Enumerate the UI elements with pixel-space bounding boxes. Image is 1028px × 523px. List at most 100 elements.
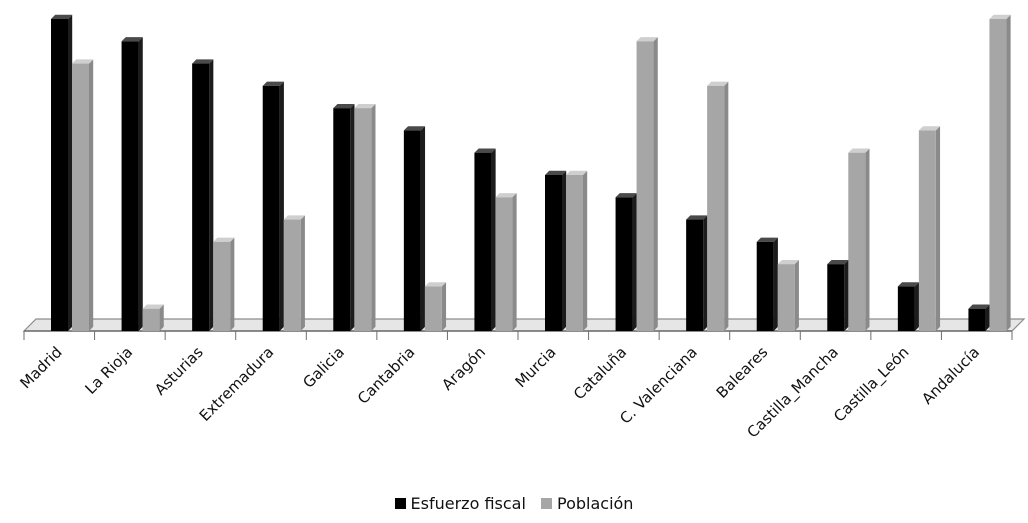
- bar-side: [512, 193, 517, 331]
- bar-esfuerzo-fiscal-c-valenciana: [686, 215, 708, 331]
- bar-top: [354, 103, 376, 109]
- bar-top: [192, 59, 214, 64]
- bar-front: [897, 286, 915, 331]
- chart-legend: Esfuerzo fiscal Población: [0, 494, 1028, 513]
- bar-side: [300, 215, 305, 331]
- bar-poblacion-c-valenciana: [707, 81, 729, 332]
- bar-side: [159, 304, 164, 331]
- bar-top: [897, 282, 920, 287]
- bar-front: [777, 264, 795, 331]
- bar-side: [230, 237, 235, 331]
- bar-front: [142, 308, 160, 331]
- bar-front: [262, 85, 280, 331]
- bar-side: [68, 14, 73, 332]
- bar-front: [848, 152, 866, 331]
- bar-poblacion-baleares: [777, 259, 799, 331]
- bar-top: [918, 126, 941, 131]
- bar-top: [968, 304, 990, 309]
- bar-front: [989, 19, 1007, 331]
- bar-side: [632, 193, 637, 331]
- bar-top: [848, 148, 870, 153]
- bar-top: [213, 237, 235, 242]
- bar-side: [865, 148, 870, 331]
- bar-esfuerzo-fiscal-aragon: [474, 148, 496, 331]
- bar-poblacion-aragon: [495, 193, 517, 331]
- x-tick-label-galicia: Galicia: [299, 343, 348, 392]
- bar-side: [794, 259, 799, 331]
- bar-side: [441, 282, 447, 331]
- bar-poblacion-la-rioja: [142, 304, 164, 331]
- bar-top: [51, 14, 73, 19]
- bar-top: [707, 81, 729, 86]
- bar-side: [562, 170, 567, 331]
- bar-side: [914, 282, 920, 331]
- bar-side: [703, 215, 708, 331]
- bar-top: [403, 126, 426, 131]
- bar-top: [495, 193, 517, 198]
- x-tick-label-baleares: Baleares: [713, 343, 772, 402]
- legend-label-poblacion: Población: [557, 494, 634, 513]
- bar-esfuerzo-fiscal-asturias: [192, 59, 214, 331]
- bar-top: [615, 193, 637, 198]
- bar-front: [615, 197, 633, 331]
- bar-top: [989, 14, 1011, 19]
- bar-side: [1006, 14, 1011, 332]
- bar-front: [424, 286, 442, 331]
- x-tick-label-castilla-leon: Castilla_León: [830, 343, 913, 426]
- x-tick-label-aragon: Aragón: [438, 343, 489, 394]
- bar-side: [724, 81, 729, 332]
- bar-poblacion-extremadura: [283, 215, 305, 331]
- bar-poblacion-madrid: [72, 59, 94, 331]
- bar-esfuerzo-fiscal-murcia: [545, 170, 567, 331]
- bar-front: [121, 41, 139, 332]
- bar-poblacion-andalucia: [989, 14, 1011, 332]
- bar-side: [583, 170, 588, 331]
- bar-front: [707, 85, 725, 331]
- bar-top: [756, 237, 778, 242]
- bar-top: [121, 37, 143, 42]
- legend-swatch-poblacion: [541, 498, 552, 509]
- bar-poblacion-asturias: [213, 237, 235, 331]
- bar-top: [636, 37, 658, 42]
- bar-esfuerzo-fiscal-castilla-leon: [897, 282, 920, 331]
- bar-front: [213, 241, 231, 331]
- bar-esfuerzo-fiscal-castilla-mancha: [827, 259, 849, 331]
- bar-front: [566, 175, 583, 331]
- bar-side: [935, 126, 941, 331]
- x-tick-label-extremadura: Extremadura: [196, 343, 278, 425]
- bar-top: [333, 103, 355, 109]
- bar-front: [495, 197, 513, 331]
- bar-front: [333, 108, 351, 332]
- bar-side: [985, 304, 990, 331]
- bar-side: [138, 37, 143, 331]
- bar-side: [350, 103, 355, 331]
- x-tick-label-cataluna: Cataluña: [570, 343, 630, 403]
- x-tick-label-andalucia: Andalucía: [918, 343, 983, 408]
- bar-front: [827, 264, 845, 331]
- legend-label-esfuerzo-fiscal: Esfuerzo fiscal: [410, 494, 526, 513]
- bar-front: [354, 108, 372, 332]
- bar-front: [192, 63, 210, 331]
- bar-esfuerzo-fiscal-baleares: [756, 237, 778, 331]
- bar-side: [209, 59, 214, 331]
- bar-front: [51, 19, 68, 331]
- bar-front: [474, 152, 492, 331]
- x-tick-label-murcia: Murcia: [512, 343, 560, 391]
- x-tick-label-madrid: Madrid: [16, 343, 65, 392]
- bar-poblacion-castilla-mancha: [848, 148, 870, 331]
- bar-poblacion-cataluna: [636, 37, 658, 332]
- bar-top: [474, 148, 496, 153]
- bar-side: [89, 59, 94, 331]
- bar-side: [491, 148, 496, 331]
- bar-side: [653, 37, 658, 331]
- bar-top: [545, 170, 567, 175]
- x-tick-label-asturias: Asturias: [151, 343, 207, 399]
- bar-top: [777, 259, 799, 265]
- bar-top: [283, 215, 305, 220]
- bar-esfuerzo-fiscal-cataluna: [615, 193, 637, 331]
- bar-top: [142, 304, 164, 309]
- bar-top: [827, 259, 849, 265]
- legend-item-esfuerzo-fiscal: Esfuerzo fiscal: [394, 494, 526, 513]
